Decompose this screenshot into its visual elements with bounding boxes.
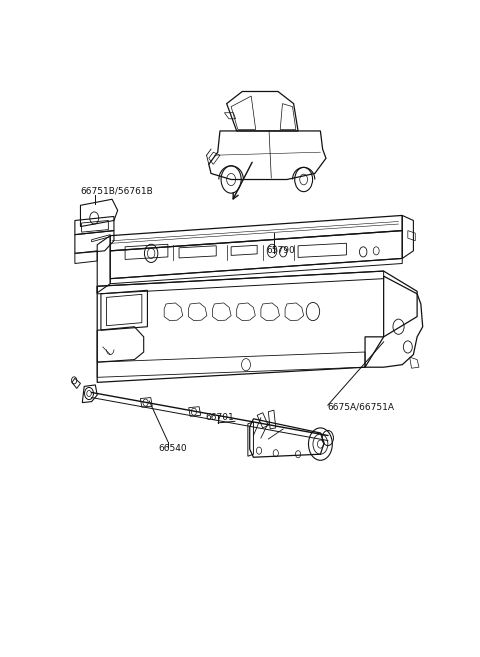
Text: 66751B/56761B: 66751B/56761B bbox=[81, 187, 153, 196]
Text: 66701: 66701 bbox=[205, 413, 234, 422]
Text: 6675A/66751A: 6675A/66751A bbox=[328, 402, 395, 411]
Text: 65790: 65790 bbox=[266, 246, 295, 256]
Text: 66540: 66540 bbox=[158, 443, 187, 453]
